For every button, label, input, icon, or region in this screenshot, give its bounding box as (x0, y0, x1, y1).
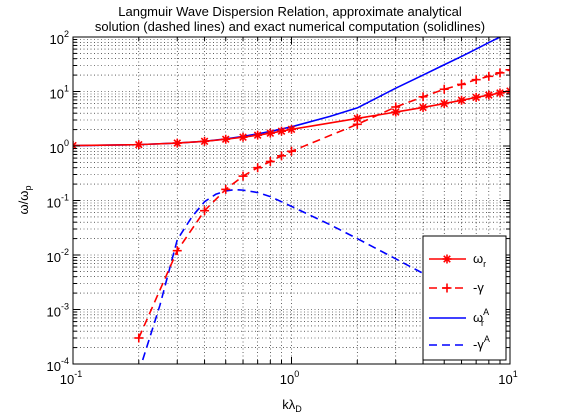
data-point-0 (172, 138, 182, 148)
y-tick-label: 10-4 (47, 356, 69, 374)
legend-box (422, 235, 507, 361)
y-tick-base: 10 (50, 87, 64, 102)
y-tick-label: 10-2 (47, 247, 69, 265)
legend-label-sup: A (483, 307, 489, 317)
data-point-0 (484, 90, 494, 100)
y-axis-label-main: ω/ω (16, 191, 31, 215)
x-tick-base: 10 (280, 372, 294, 387)
y-tick-exp: -1 (61, 193, 69, 203)
data-point-0 (418, 102, 428, 112)
plot-frame (72, 36, 511, 365)
data-point-0 (457, 95, 467, 105)
data-point-0 (265, 128, 275, 138)
x-tick-label: 10-1 (60, 369, 82, 387)
data-point-0 (221, 134, 231, 144)
data-point-1 (505, 65, 510, 75)
y-tick-base: 10 (47, 250, 61, 265)
data-point-1 (253, 163, 263, 173)
x-tick-base: 10 (498, 372, 512, 387)
data-point-1 (221, 184, 231, 194)
y-tick-label: 10-3 (47, 302, 69, 320)
data-point-1 (484, 71, 494, 81)
y-tick-exp: -3 (61, 302, 69, 312)
y-tick-base: 10 (47, 196, 61, 211)
data-point-1 (238, 171, 248, 181)
y-tick-base: 10 (50, 32, 64, 47)
x-tick-exp: 0 (294, 369, 299, 379)
y-tick-label: 100 (50, 138, 69, 156)
data-point-1 (265, 156, 275, 166)
data-point-0 (200, 136, 210, 146)
legend-label-1: -γ (473, 280, 484, 295)
y-tick-exp: 1 (64, 84, 69, 94)
data-point-0 (253, 130, 263, 140)
data-point-1 (418, 92, 428, 102)
y-tick-base: 10 (47, 305, 61, 320)
x-tick-exp: 1 (513, 369, 518, 379)
legend-marker-1 (442, 283, 452, 293)
y-tick-exp: -4 (61, 356, 69, 366)
y-tick-exp: 2 (64, 29, 69, 39)
data-point-1 (134, 333, 144, 343)
legend-label-main: ω (473, 310, 483, 325)
legend-items: ωr-γωA r-γA (429, 251, 490, 352)
legend-label-0: ωr (473, 251, 486, 269)
legend-label-sup: A (484, 334, 490, 344)
y-tick-exp: -2 (61, 247, 69, 257)
data-point-0 (352, 113, 362, 123)
tick-marks (72, 36, 511, 365)
x-tick-base: 10 (60, 372, 74, 387)
data-point-0 (277, 126, 287, 136)
y-tick-base: 10 (50, 141, 64, 156)
data-point-1 (352, 119, 362, 129)
data-point-1 (471, 75, 481, 85)
y-tick-label: 102 (50, 29, 69, 47)
x-axis-label-main: kλ (282, 397, 296, 412)
y-tick-label: 101 (50, 84, 69, 102)
x-tick-label: 100 (280, 369, 299, 387)
data-point-0 (238, 132, 248, 142)
data-point-1 (287, 146, 296, 156)
legend-label-3: -γA (473, 334, 490, 352)
y-tick-label: 10-1 (47, 193, 69, 211)
y-axis-label-sub: p (23, 186, 33, 191)
data-point-0 (471, 92, 481, 102)
y-tick-base: 10 (47, 359, 61, 374)
marker-group (73, 65, 510, 343)
legend-label-sub: r (483, 259, 486, 269)
data-point-0 (134, 140, 144, 150)
legend-label-sub: r (481, 318, 484, 328)
y-axis-label: ω/ωp (16, 186, 33, 215)
data-point-1 (457, 79, 467, 89)
legend-label-2: ωA r (473, 307, 489, 328)
x-tick-labels: 10-1 100 101 (60, 369, 518, 387)
legend-label-main: ω (473, 251, 483, 266)
x-axis-label-sub: D (295, 404, 302, 414)
y-tick-exp: 0 (64, 138, 69, 148)
x-axis-label: kλD (282, 397, 302, 414)
data-point-1 (172, 246, 182, 256)
data-point-1 (439, 84, 449, 94)
legend-label-main: -γ (473, 280, 484, 295)
data-point-1 (277, 151, 287, 161)
data-point-1 (391, 102, 401, 112)
x-tick-exp: -1 (74, 369, 82, 379)
data-point-0 (287, 124, 296, 134)
data-point-1 (200, 206, 210, 216)
chart-title: Langmuir Wave Dispersion Relation, appro… (118, 4, 462, 19)
data-point-0 (439, 99, 449, 109)
data-point-0 (495, 88, 505, 98)
x-tick-label: 101 (498, 369, 517, 387)
chart-subtitle: solution (dashed lines) and exact numeri… (95, 19, 485, 34)
data-point-1 (495, 68, 505, 78)
legend-marker-0 (442, 254, 452, 264)
legend-label-main: -γ (473, 337, 484, 352)
legend: ωr-γωA r-γA (422, 235, 507, 361)
